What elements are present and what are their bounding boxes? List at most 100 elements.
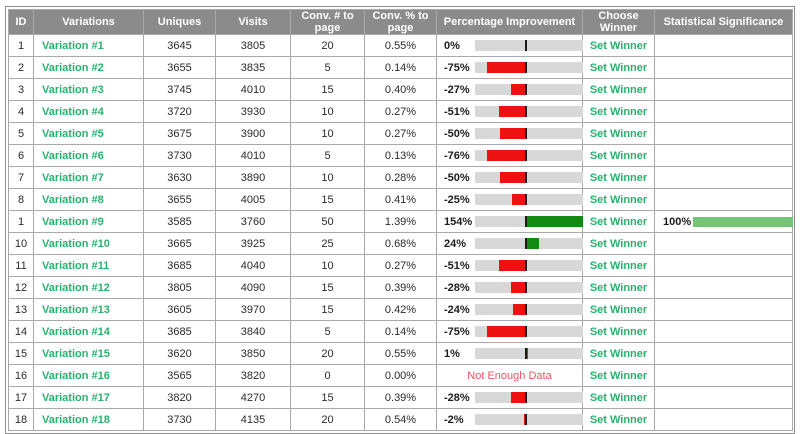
variation-link[interactable]: Variation #7 bbox=[42, 171, 104, 184]
variations-table: ID Variations Uniques Visits Conv. # to … bbox=[8, 9, 793, 431]
set-winner-link[interactable]: Set Winner bbox=[589, 171, 648, 184]
set-winner-link[interactable]: Set Winner bbox=[589, 61, 648, 74]
variation-cell: Variation #3 bbox=[33, 78, 144, 101]
significance-cell bbox=[654, 166, 793, 189]
conv-num-cell: 20 bbox=[290, 408, 365, 431]
set-winner-link[interactable]: Set Winner bbox=[589, 281, 648, 294]
variations-table-container: ID Variations Uniques Visits Conv. # to … bbox=[5, 6, 795, 434]
set-winner-link[interactable]: Set Winner bbox=[589, 105, 648, 118]
significance-cell bbox=[654, 122, 793, 145]
improvement-zero-marker bbox=[525, 40, 527, 51]
improvement-bar-fill bbox=[487, 326, 525, 337]
improvement-cell: -75% bbox=[436, 56, 583, 79]
set-winner-link[interactable]: Set Winner bbox=[589, 347, 648, 360]
row-id: 15 bbox=[8, 342, 34, 365]
row-id: 13 bbox=[8, 298, 34, 321]
improvement-bar-fill bbox=[499, 106, 525, 117]
set-winner-link[interactable]: Set Winner bbox=[589, 127, 648, 140]
improvement-bar-fill bbox=[511, 84, 525, 95]
variation-link[interactable]: Variation #2 bbox=[42, 61, 104, 74]
variation-cell: Variation #18 bbox=[33, 408, 144, 431]
improvement-zero-marker bbox=[525, 216, 527, 227]
variation-link[interactable]: Variation #4 bbox=[42, 105, 104, 118]
table-row: 8 Variation #8 3655 4005 15 0.41% -25% S… bbox=[8, 188, 793, 211]
choose-winner-cell: Set Winner bbox=[582, 122, 655, 145]
variation-cell: Variation #15 bbox=[33, 342, 144, 365]
improvement-cell: -75% bbox=[436, 320, 583, 343]
set-winner-link[interactable]: Set Winner bbox=[589, 413, 648, 426]
set-winner-link[interactable]: Set Winner bbox=[589, 215, 648, 228]
improvement-cell: 0% bbox=[436, 34, 583, 57]
variation-link[interactable]: Variation #18 bbox=[42, 413, 110, 426]
improvement-cell: -51% bbox=[436, 100, 583, 123]
variation-link[interactable]: Variation #8 bbox=[42, 193, 104, 206]
variation-link[interactable]: Variation #11 bbox=[42, 259, 110, 272]
improvement-value: -24% bbox=[444, 303, 470, 316]
variation-link[interactable]: Variation #3 bbox=[42, 83, 104, 96]
significance-cell bbox=[654, 276, 793, 299]
improvement-zero-marker bbox=[525, 392, 527, 403]
variation-link[interactable]: Variation #15 bbox=[42, 347, 110, 360]
improvement-bar-group: -50% bbox=[437, 127, 583, 140]
improvement-bar-group: -50% bbox=[437, 172, 583, 184]
conv-num-cell: 10 bbox=[290, 122, 365, 145]
set-winner-link[interactable]: Set Winner bbox=[589, 325, 648, 338]
conv-num-cell: 0 bbox=[290, 364, 365, 387]
visits-cell: 3820 bbox=[215, 364, 291, 387]
variation-link[interactable]: Variation #17 bbox=[42, 391, 110, 404]
visits-cell: 3760 bbox=[215, 210, 291, 233]
conv-num-cell: 10 bbox=[290, 166, 365, 189]
row-id: 10 bbox=[8, 232, 34, 255]
variation-link[interactable]: Variation #13 bbox=[42, 303, 110, 316]
set-winner-link[interactable]: Set Winner bbox=[589, 83, 648, 96]
choose-winner-cell: Set Winner bbox=[582, 78, 655, 101]
variation-link[interactable]: Variation #6 bbox=[42, 149, 104, 162]
significance-cell: 100% bbox=[654, 210, 793, 233]
uniques-cell: 3730 bbox=[143, 144, 216, 167]
significance-cell bbox=[654, 34, 793, 57]
conv-num-cell: 15 bbox=[290, 298, 365, 321]
improvement-value: -50% bbox=[444, 127, 470, 140]
visits-cell: 4040 bbox=[215, 254, 291, 277]
improvement-value: -27% bbox=[444, 83, 470, 96]
conv-num-cell: 15 bbox=[290, 276, 365, 299]
conv-pct-cell: 0.27% bbox=[364, 122, 437, 145]
choose-winner-cell: Set Winner bbox=[582, 56, 655, 79]
variation-link[interactable]: Variation #9 bbox=[42, 215, 104, 228]
row-id: 4 bbox=[8, 100, 34, 123]
improvement-value: -75% bbox=[444, 61, 470, 74]
improvement-value: -28% bbox=[444, 281, 470, 294]
set-winner-link[interactable]: Set Winner bbox=[589, 193, 648, 206]
variation-link[interactable]: Variation #5 bbox=[42, 127, 104, 140]
variation-link[interactable]: Variation #10 bbox=[42, 237, 110, 250]
improvement-bar-track bbox=[475, 40, 583, 51]
variation-link[interactable]: Variation #14 bbox=[42, 325, 110, 338]
set-winner-link[interactable]: Set Winner bbox=[589, 391, 648, 404]
row-id: 11 bbox=[8, 254, 34, 277]
set-winner-link[interactable]: Set Winner bbox=[589, 149, 648, 162]
uniques-cell: 3565 bbox=[143, 364, 216, 387]
table-row: 15 Variation #15 3620 3850 20 0.55% 1% S… bbox=[8, 342, 793, 365]
set-winner-link[interactable]: Set Winner bbox=[589, 303, 648, 316]
visits-cell: 3925 bbox=[215, 232, 291, 255]
conv-pct-cell: 1.39% bbox=[364, 210, 437, 233]
improvement-bar-fill bbox=[513, 304, 525, 315]
variation-link[interactable]: Variation #12 bbox=[42, 281, 110, 294]
variation-link[interactable]: Variation #1 bbox=[42, 39, 104, 52]
variation-cell: Variation #5 bbox=[33, 122, 144, 145]
set-winner-link[interactable]: Set Winner bbox=[589, 259, 648, 272]
table-row: 5 Variation #5 3675 3900 10 0.27% -50% S… bbox=[8, 122, 793, 145]
significance-group: 100% bbox=[655, 216, 793, 228]
set-winner-link[interactable]: Set Winner bbox=[589, 39, 648, 52]
variation-cell: Variation #11 bbox=[33, 254, 144, 277]
improvement-value: -25% bbox=[444, 193, 470, 206]
variation-link[interactable]: Variation #16 bbox=[42, 369, 110, 382]
significance-cell bbox=[654, 188, 793, 211]
row-id: 6 bbox=[8, 144, 34, 167]
set-winner-link[interactable]: Set Winner bbox=[589, 369, 648, 382]
conv-num-cell: 20 bbox=[290, 34, 365, 57]
set-winner-link[interactable]: Set Winner bbox=[589, 237, 648, 250]
conv-num-cell: 10 bbox=[290, 100, 365, 123]
not-enough-data-label: Not Enough Data bbox=[467, 369, 552, 382]
uniques-cell: 3730 bbox=[143, 408, 216, 431]
